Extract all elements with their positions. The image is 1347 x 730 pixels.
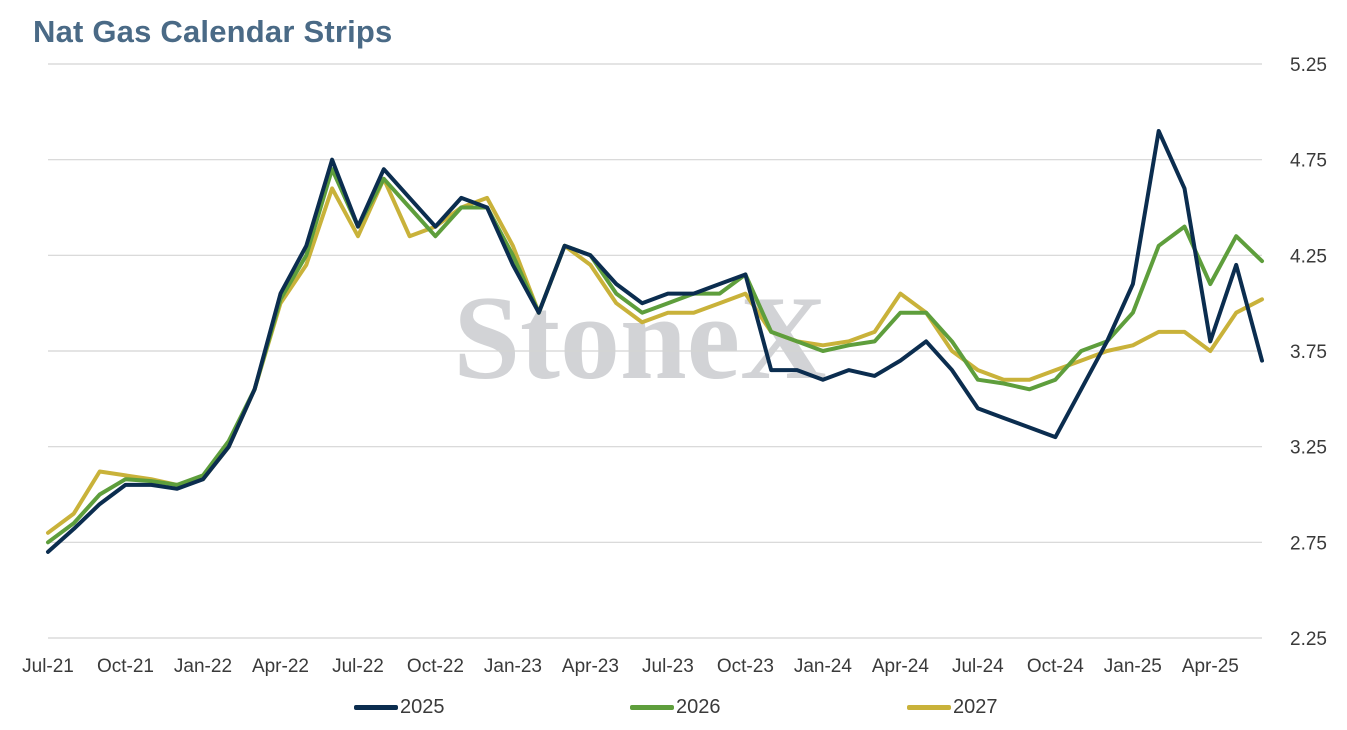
series-lines (46, 129, 1264, 554)
x-tick-label: Jul-23 (642, 656, 694, 677)
x-tick-label: Jan-24 (794, 656, 853, 677)
legend-swatch-2025 (354, 705, 398, 710)
legend-label-2027: 2027 (953, 696, 998, 718)
x-axis-ticks: Jul-21 Oct-21 Jan-22 Apr-22 Jul-22 Oct-22 Jan-… (22, 656, 1239, 677)
legend-item-2025: 2025 (354, 696, 445, 719)
x-tick-label: Jul-22 (332, 656, 384, 677)
x-tick-label: Jan-22 (174, 656, 232, 677)
y-tick-label: 3.75 (1290, 342, 1327, 363)
x-tick-label: Apr-22 (252, 656, 309, 677)
chart-title: Nat Gas Calendar Strips (33, 14, 393, 49)
x-tick-label: Oct-24 (1027, 656, 1084, 677)
x-tick-label: Oct-22 (407, 656, 464, 677)
legend-label-2026: 2026 (676, 696, 721, 718)
legend-label-2025: 2025 (400, 696, 445, 718)
x-tick-label: Jul-21 (22, 656, 74, 677)
y-tick-label: 2.25 (1290, 629, 1327, 650)
chart-canvas: StoneX 5.25 4.75 4.25 3.75 3.25 2.75 2.25 Jul-… (22, 55, 1327, 677)
gridlines (48, 63, 1262, 639)
watermark: StoneX (453, 271, 826, 404)
x-tick-label: Oct-21 (97, 656, 154, 677)
legend-item-2027: 2027 (907, 696, 998, 719)
watermark-text: StoneX (453, 271, 826, 404)
y-tick-label: 4.75 (1290, 151, 1327, 172)
y-axis-ticks: 5.25 4.75 4.25 3.75 3.25 2.75 2.25 (1290, 55, 1327, 650)
series-line-2025 (46, 129, 1264, 554)
x-tick-label: Jul-24 (952, 656, 1004, 677)
legend-item-2026: 2026 (630, 696, 721, 719)
x-tick-label: Apr-25 (1182, 656, 1239, 677)
legend-swatch-2027 (907, 705, 951, 710)
y-tick-label: 2.75 (1290, 533, 1327, 554)
legend: 2025 2026 2027 (0, 696, 1347, 722)
y-tick-label: 4.25 (1290, 246, 1327, 267)
x-tick-label: Apr-24 (872, 656, 929, 677)
x-tick-label: Oct-23 (717, 656, 774, 677)
y-tick-label: 5.25 (1290, 55, 1327, 76)
y-tick-label: 3.25 (1290, 438, 1327, 459)
legend-swatch-2026 (630, 705, 674, 710)
x-tick-label: Apr-23 (562, 656, 619, 677)
x-tick-label: Jan-25 (1104, 656, 1162, 677)
x-tick-label: Jan-23 (484, 656, 542, 677)
